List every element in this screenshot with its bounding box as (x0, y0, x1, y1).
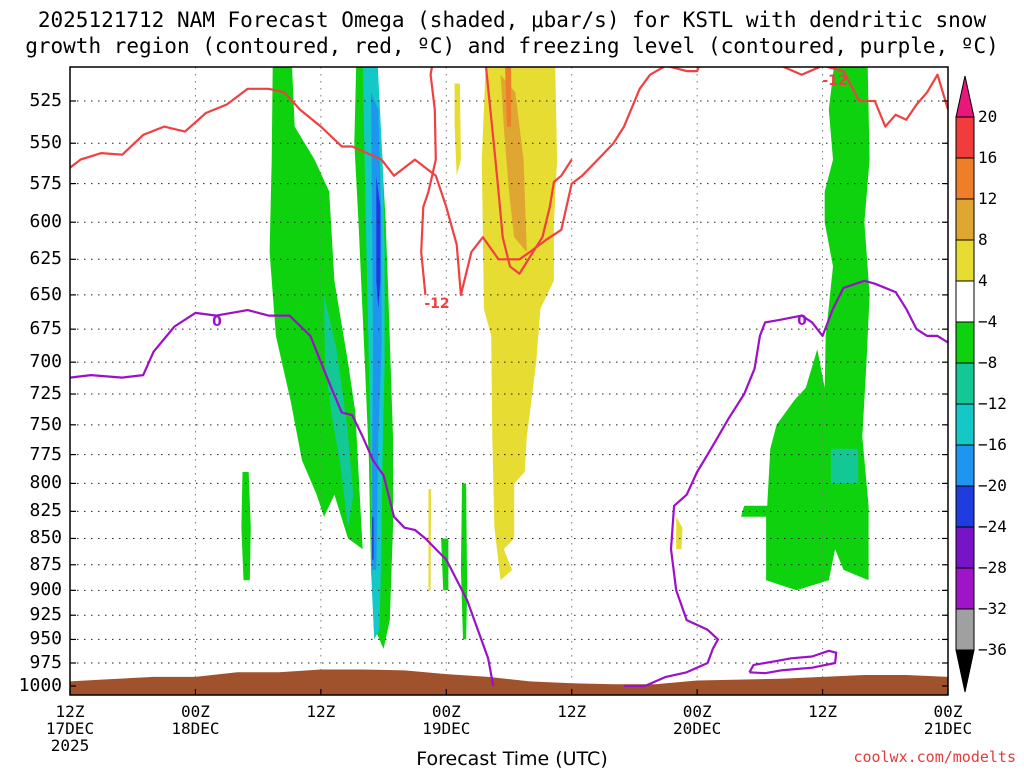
chart-title-line1: 2025121712 NAM Forecast Omega (shaded, μ… (37, 8, 987, 32)
y-tick-label: 875 (29, 553, 62, 575)
y-tick-label: 625 (29, 248, 62, 270)
x-tick-label: 00Z 19DEC (422, 702, 471, 738)
y-tick-label: 825 (29, 500, 62, 522)
omega-region-darkorange-day2 (505, 67, 512, 127)
colorbar-label: −24 (978, 517, 1007, 536)
omega-region-darkblue-day1-low (372, 516, 374, 560)
omega-region-teal-day3 (830, 448, 859, 484)
freezing-level-contour-line (624, 279, 948, 688)
terrain (70, 669, 948, 695)
colorbar-label: −16 (978, 435, 1007, 454)
x-tick-label: 12Z (557, 702, 587, 721)
omega-region-yellow-blob-day3 (676, 516, 683, 550)
contour-label: -12 (822, 73, 847, 89)
omega-region-green-strip-day2 (460, 483, 468, 640)
colorbar-bin (955, 526, 975, 569)
colorbar-label: 16 (978, 148, 998, 167)
y-tick-label: 700 (29, 351, 62, 373)
x-tick-label: 00Z 20DEC (673, 702, 722, 738)
contour-label: 0 (797, 313, 807, 329)
colorbar-label: −4 (978, 312, 998, 331)
colorbar-bin (955, 403, 975, 446)
colorbar-bin (955, 280, 975, 323)
y-tick-label: 850 (29, 527, 62, 549)
dgz-contour-line (70, 67, 700, 296)
freezing-level-contour-line (748, 649, 838, 675)
credit-text: coolwx.com/modelts (853, 748, 1016, 766)
colorbar-label: −20 (978, 476, 1007, 495)
colorbar-label: 8 (978, 230, 988, 249)
colorbar-bin (955, 567, 975, 610)
y-tick-label: 1000 (18, 675, 62, 696)
y-tick-label: 775 (29, 443, 62, 465)
y-tick-label: 675 (29, 318, 62, 340)
dgz-contour-line (781, 67, 948, 128)
colorbar-bottom-arrow (955, 649, 975, 693)
colorbar-bin (955, 608, 975, 651)
colorbar-label: −8 (978, 353, 998, 372)
colorbar-label: 20 (978, 107, 998, 126)
contour-label: -12 (424, 296, 449, 312)
dgz-contour-line (420, 67, 437, 296)
plot-frame (69, 66, 949, 696)
colorbar-top-arrow (955, 75, 975, 118)
x-tick-label: 00Z 21DEC (923, 702, 973, 738)
colorbar-bin (955, 444, 975, 487)
colorbar-bin (955, 485, 975, 528)
x-tick-label: 12Z (808, 702, 838, 721)
colorbar-label: −36 (978, 640, 1007, 659)
contour-label: 0 (212, 314, 222, 330)
x-tick-label: 12Z (306, 702, 336, 721)
omega-region-yellow-narrow-day2a (454, 83, 461, 176)
omega-region-yellow-narrow-day2b (428, 489, 432, 591)
colorbar-label: −32 (978, 599, 1007, 618)
colorbar-label: 4 (978, 271, 988, 290)
omega-region-teal-day1 (324, 294, 354, 528)
y-tick-label: 900 (29, 579, 62, 601)
omega-region-darkblue-day1 (376, 175, 381, 309)
colorbar-label: −12 (978, 394, 1007, 413)
y-tick-label: 950 (29, 628, 62, 650)
y-tick-label: 525 (29, 90, 62, 111)
colorbar-label: 12 (978, 189, 998, 208)
y-tick-label: 650 (29, 283, 62, 305)
y-tick-label: 575 (29, 172, 62, 194)
colorbar-bin (955, 198, 975, 241)
omega-region-green-blob-day1-west (241, 472, 251, 581)
y-tick-label: 550 (29, 132, 62, 154)
y-tick-label: 975 (29, 652, 62, 673)
y-tick-label: 800 (29, 472, 62, 494)
chart-title-line2: growth region (contoured, red, ºC) and f… (25, 34, 999, 58)
x-tick-label: 12Z 17DEC 2025 (45, 702, 95, 755)
colorbar-bin (955, 321, 975, 364)
colorbar-label: −28 (978, 558, 1007, 577)
y-tick-label: 925 (29, 604, 62, 626)
colorbar-bin (955, 116, 975, 159)
x-tick-label: 00Z 18DEC (171, 702, 220, 738)
colorbar-bin (955, 239, 975, 282)
dgz-contour-line (484, 67, 573, 275)
y-tick-label: 600 (29, 211, 62, 233)
x-axis-title: Forecast Time (UTC) (416, 748, 608, 770)
plot-area: -12 -12 0 0 (70, 67, 948, 695)
colorbar-bin (955, 157, 975, 200)
y-tick-label: 750 (29, 413, 62, 435)
freezing-level-contour-line (70, 309, 495, 687)
colorbar-bin (955, 362, 975, 405)
y-tick-label: 725 (29, 383, 62, 405)
